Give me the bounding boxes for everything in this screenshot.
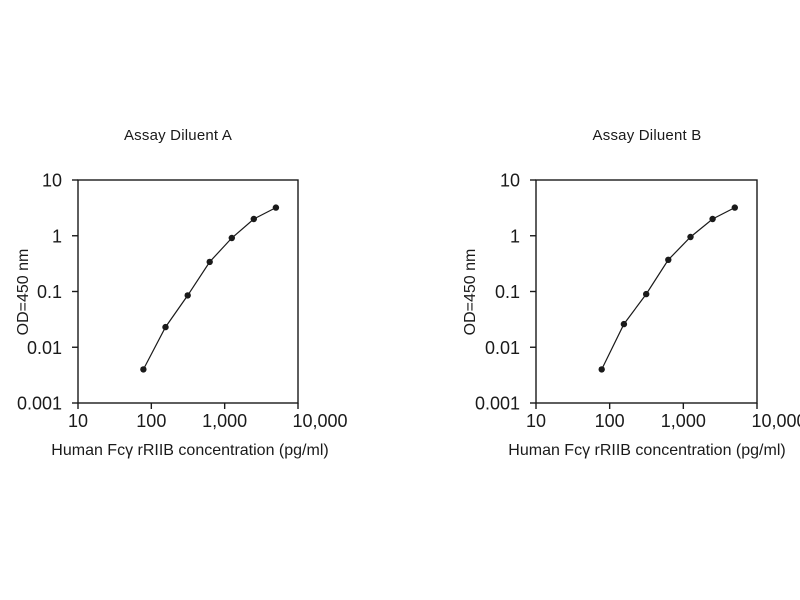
y-tick-label: 0.1: [495, 282, 520, 302]
x-axis-label-b: Human Fcγ rRIIB concentration (pg/ml): [508, 442, 786, 459]
data-point-marker: [206, 258, 213, 266]
data-point-marker: [228, 234, 235, 242]
y-axis-label-a: OD=450 nm: [15, 248, 32, 336]
x-tick-label: 100: [595, 411, 625, 431]
data-point-marker: [140, 366, 147, 373]
data-point-marker: [731, 204, 738, 211]
data-point-marker: [643, 290, 650, 298]
y-tick-label: 10: [500, 171, 520, 191]
x-tick-label: 10,000: [292, 411, 347, 431]
data-point-marker: [272, 204, 280, 211]
y-tick-label: 0.01: [27, 338, 62, 358]
data-point-marker: [250, 215, 257, 223]
x-tick-label: 1,000: [202, 411, 247, 431]
x-tick-label: 10,000: [751, 411, 800, 431]
x-tick-label: 1,000: [661, 411, 706, 431]
chart-title-a: Assay Diluent A: [123, 127, 233, 144]
data-point-marker: [665, 256, 672, 263]
y-tick-label: 0.01: [485, 338, 520, 358]
y-tick-label: 0.001: [475, 394, 520, 414]
y-tick-label: 0.001: [17, 394, 62, 414]
data-point-marker: [598, 366, 605, 373]
data-point-marker: [184, 292, 191, 299]
data-point-marker: [620, 320, 628, 328]
curve-line: [142, 207, 277, 370]
x-axis-label-a: Human Fcγ rRIIB concentration (pg/ml): [51, 442, 329, 459]
data-point-marker: [709, 215, 716, 223]
y-axis-label-b: OD=450 nm: [462, 248, 479, 336]
curve-line: [601, 207, 736, 370]
data-point-marker: [162, 323, 169, 331]
y-tick-label: 1: [510, 226, 520, 246]
chart-title-b: Assay Diluent B: [592, 127, 702, 144]
y-tick-label: 1: [52, 226, 62, 246]
data-point-marker: [687, 233, 694, 241]
x-tick-label: 10: [526, 411, 546, 431]
x-tick-label: 100: [136, 411, 166, 431]
y-tick-label: 10: [42, 171, 62, 191]
y-tick-label: 0.1: [37, 282, 62, 302]
x-tick-label: 10: [68, 411, 88, 431]
